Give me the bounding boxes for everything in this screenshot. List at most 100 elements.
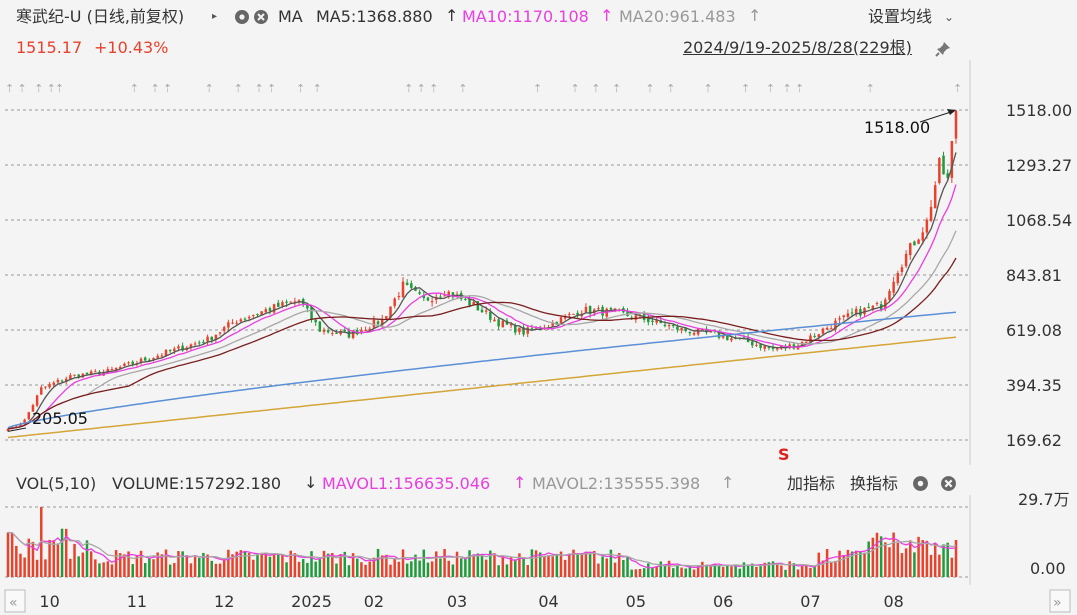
candle-body [896,273,900,284]
candle-body [89,371,93,376]
event-markers: ⇡ ⇡ ⇡ ⇡ ⇡ ⇡ ⇡ ⇡ ⇡ ⇡ ⇡ ⇡ ⇡ ⇡ ⇡ ⇡ ⇡ ⇡ ⇡ ⇡ ⇡ ⇡ ⇡ ⇡ ⇡ ⇡ ⇡ ⇡ ⇡ ⇡ ⇡ [5,82,962,95]
gear-icon[interactable] [912,475,929,492]
close-icon[interactable] [940,475,957,492]
header-bar: 寒武纪-U (日线,前复权) ▸ MA MA5:1368.880 ↑ MA10:… [0,0,1077,57]
volume-bar [239,550,243,577]
event-marker-icon: ⇡ [404,82,413,95]
candle-body [360,329,363,334]
scroll-right-button[interactable] [1049,589,1071,613]
volume-bar [414,554,417,577]
candle-body [198,342,201,344]
ma10-line [7,184,957,430]
volume-bar [447,560,450,577]
volume-bar [559,551,563,577]
event-marker-icon: ⇡ [783,82,792,95]
candle-body [884,299,887,309]
volume-bar [293,553,297,577]
volume-bar [509,557,513,577]
chevron-down-icon[interactable]: ⌄ [944,10,955,24]
event-marker-icon: ⇡ [645,82,654,95]
volume-bar [597,563,600,577]
volume-bar [439,558,442,577]
volume-bar [680,567,683,577]
volume-bar [210,560,213,577]
stock-title[interactable]: 寒武纪-U (日线,前复权) [16,7,185,26]
volume-bar [543,556,546,577]
volume-bar [231,554,234,577]
chevron-right-icon[interactable]: » [1053,595,1062,611]
event-marker-icon: ⇡ [741,82,750,95]
candle-body [35,395,39,406]
candle-body [326,330,330,333]
volume-bar [173,563,176,577]
close-icon[interactable] [253,9,269,25]
candle-body [19,423,22,427]
price-grid [5,60,971,465]
volume-bar [297,561,301,577]
volume-bar [913,552,916,577]
volume-bar [942,544,945,577]
candle-body [597,308,600,310]
mavol1-value: MAVOL1:156635.046 [322,474,491,493]
candle-body [805,341,808,343]
volume-bar [397,561,401,577]
candle-body [705,328,708,333]
switch-indicator-button[interactable]: 换指标 [850,474,899,493]
y-tick-label: 169.62 [1006,431,1062,450]
add-indicator-button[interactable]: 加指标 [787,474,836,493]
candle-body [168,350,172,352]
gear-icon[interactable] [234,9,250,25]
volume-bar [875,532,879,577]
volume-bar [222,558,226,577]
volume-bar [626,556,629,577]
candle-body [285,301,288,303]
volume-bar [472,554,475,577]
candle-body [472,301,475,305]
volume-bar [929,554,933,577]
candle-body [568,313,571,315]
volume-bar [206,554,209,577]
date-range[interactable]: 2024/9/19-2025/8/28(229根) [683,38,912,57]
volume-bar [613,562,617,577]
volume-bar [131,564,134,577]
volume-bar [114,550,118,577]
volume-bar [435,551,438,577]
volume-bar [726,565,729,577]
scroll-left-button[interactable] [4,589,26,613]
candle-body [576,312,579,316]
volume-bar [775,564,779,577]
candle-body [630,317,633,319]
price-chart[interactable]: ⇡ ⇡ ⇡ ⇡ ⇡ ⇡ ⇡ ⇡ ⇡ ⇡ ⇡ ⇡ ⇡ ⇡ ⇡ ⇡ ⇡ ⇡ ⇡ ⇡ ⇡ ⇡ ⇡ ⇡ ⇡ ⇡ ⇡ ⇡ ⇡ ⇡ ⇡ 1518.001… [0,60,1077,465]
candle-body [476,301,480,311]
candle-body [127,362,130,364]
volume-bar [809,567,812,577]
volume-bar [676,565,679,577]
volume-bar [185,554,189,577]
volume-value: VOLUME:157292.180 [112,474,282,493]
settings-ma-button[interactable]: 设置均线 [868,7,933,26]
volume-bar [127,551,130,577]
candle-body [143,357,147,361]
volume-bar [713,563,717,577]
volume-bar [834,560,837,577]
candle-body [181,345,184,351]
volume-bar [10,532,14,577]
volume-bar [31,541,35,577]
candle-body [834,320,837,330]
y-tick-label: 1518.00 [1006,101,1072,120]
pin-icon[interactable] [934,40,952,58]
volume-bar [763,562,766,577]
candle-body [904,253,908,267]
candle-body [751,341,754,346]
mavol1-line [7,531,957,569]
candle-body [372,319,376,328]
chevron-left-icon[interactable]: « [9,595,18,611]
candle-body [514,324,517,333]
volume-chart[interactable]: 29.7万 0.00 [0,465,1077,585]
candle-body [667,325,671,327]
candle-body [376,321,380,325]
volume-bar [821,560,825,577]
expand-arrow-icon[interactable]: ▸ [212,11,218,22]
candle-body [651,320,654,322]
candle-body [921,232,924,241]
